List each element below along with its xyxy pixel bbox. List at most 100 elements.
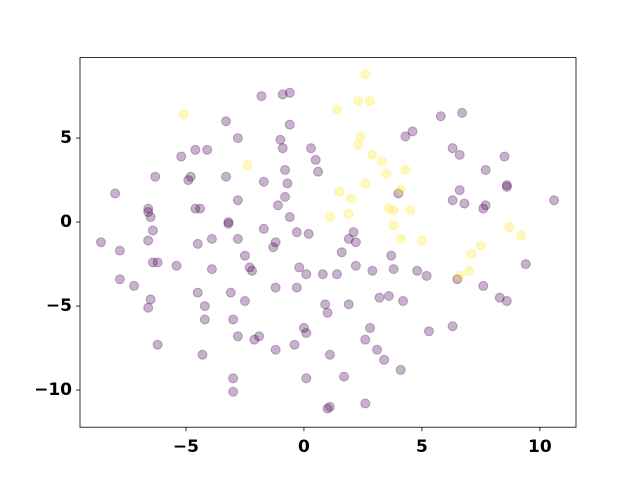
point [232, 331, 243, 342]
point [339, 371, 350, 382]
point [322, 403, 333, 414]
point [277, 89, 288, 100]
point [360, 334, 371, 345]
x-tick-label: −5 [173, 437, 199, 457]
point [178, 109, 189, 120]
point [504, 222, 515, 233]
point [256, 91, 267, 102]
point [478, 280, 489, 291]
point [147, 257, 158, 268]
point [199, 301, 210, 312]
point [447, 321, 458, 332]
point [195, 203, 206, 214]
point [110, 188, 121, 199]
point [284, 119, 295, 130]
point [400, 164, 411, 175]
point [324, 212, 335, 223]
point [388, 220, 399, 231]
point [388, 205, 399, 216]
point [416, 235, 427, 246]
point [190, 144, 201, 155]
point [176, 151, 187, 162]
point [400, 131, 411, 142]
point [152, 257, 163, 268]
point [228, 373, 239, 384]
point [494, 292, 505, 303]
point [360, 178, 371, 189]
point [365, 322, 376, 333]
point [405, 205, 416, 216]
point [270, 282, 281, 293]
point [475, 240, 486, 251]
point [145, 212, 156, 223]
point [143, 302, 154, 313]
point [353, 139, 364, 150]
point [298, 322, 309, 333]
point [313, 166, 324, 177]
point [206, 264, 217, 275]
point [367, 149, 378, 160]
point [407, 126, 418, 137]
point [291, 282, 302, 293]
point [183, 175, 194, 186]
point [242, 159, 253, 170]
point [520, 259, 531, 270]
point [324, 401, 335, 412]
point [145, 294, 156, 305]
point [301, 327, 312, 338]
point [277, 143, 288, 154]
point [501, 181, 512, 192]
point [336, 247, 347, 258]
point [143, 206, 154, 217]
point [464, 265, 475, 276]
point [221, 171, 232, 182]
y-tick-label: 0 [60, 212, 72, 232]
y-tick-label: 5 [60, 128, 72, 148]
point [383, 203, 394, 214]
point [395, 364, 406, 375]
point [454, 149, 465, 160]
point [346, 193, 357, 204]
point [454, 185, 465, 196]
plot-frame [79, 57, 577, 428]
point [225, 287, 236, 298]
point [306, 143, 317, 154]
point [360, 69, 371, 80]
point [343, 233, 354, 244]
point [294, 262, 305, 273]
point [114, 245, 125, 256]
point [343, 299, 354, 310]
point [284, 87, 295, 98]
point [143, 235, 154, 246]
point [435, 111, 446, 122]
point [478, 203, 489, 214]
point [143, 203, 154, 214]
point [331, 104, 342, 115]
point [393, 188, 404, 199]
point [258, 176, 269, 187]
point [282, 178, 293, 189]
point [202, 144, 213, 155]
point [268, 242, 279, 253]
point [284, 212, 295, 223]
point [232, 195, 243, 206]
point [280, 164, 291, 175]
point [320, 299, 331, 310]
point [457, 107, 468, 118]
point [381, 168, 392, 179]
point [398, 296, 409, 307]
point [334, 186, 345, 197]
point [232, 133, 243, 144]
point [353, 96, 364, 107]
point [343, 208, 354, 219]
point [395, 233, 406, 244]
point [355, 131, 366, 142]
point [447, 143, 458, 154]
point [376, 156, 387, 167]
point [454, 270, 465, 281]
point [232, 233, 243, 244]
point [499, 151, 510, 162]
point [258, 223, 269, 234]
